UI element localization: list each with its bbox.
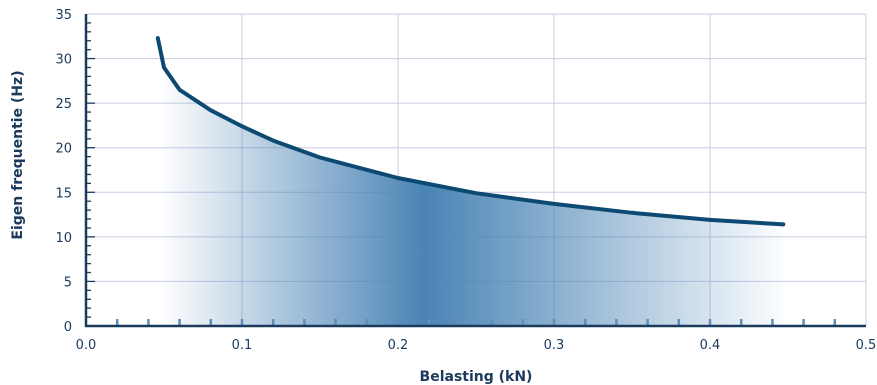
y-tick-label: 0	[64, 320, 72, 335]
x-tick-label: 0.4	[700, 338, 721, 353]
x-tick-labels: 0.0 0.1 0.2 0.3 0.4 0.5	[76, 338, 877, 353]
y-tick-label: 10	[55, 231, 72, 246]
x-axis-label: Belasting (kN)	[420, 369, 533, 385]
x-tick-label: 0.1	[232, 338, 253, 353]
x-tick-label: 0.2	[388, 338, 409, 353]
series-line	[155, 36, 786, 227]
y-tick-label: 15	[55, 186, 72, 201]
y-tick-label: 20	[55, 142, 72, 157]
axes	[84, 14, 866, 328]
y-tick-label: 35	[55, 8, 72, 23]
area-fill	[157, 38, 784, 326]
y-tick-label: 30	[55, 53, 72, 68]
y-tick-labels: 0 5 10 15 20 25 30 35	[55, 8, 72, 335]
x-tick-label: 0.3	[544, 338, 565, 353]
x-tick-label: 0.0	[76, 338, 97, 353]
x-tick-label: 0.5	[856, 338, 877, 353]
y-axis-label: Eigen frequentie (Hz)	[10, 70, 26, 239]
y-tick-label: 25	[55, 97, 72, 112]
y-tick-label: 5	[64, 275, 72, 290]
